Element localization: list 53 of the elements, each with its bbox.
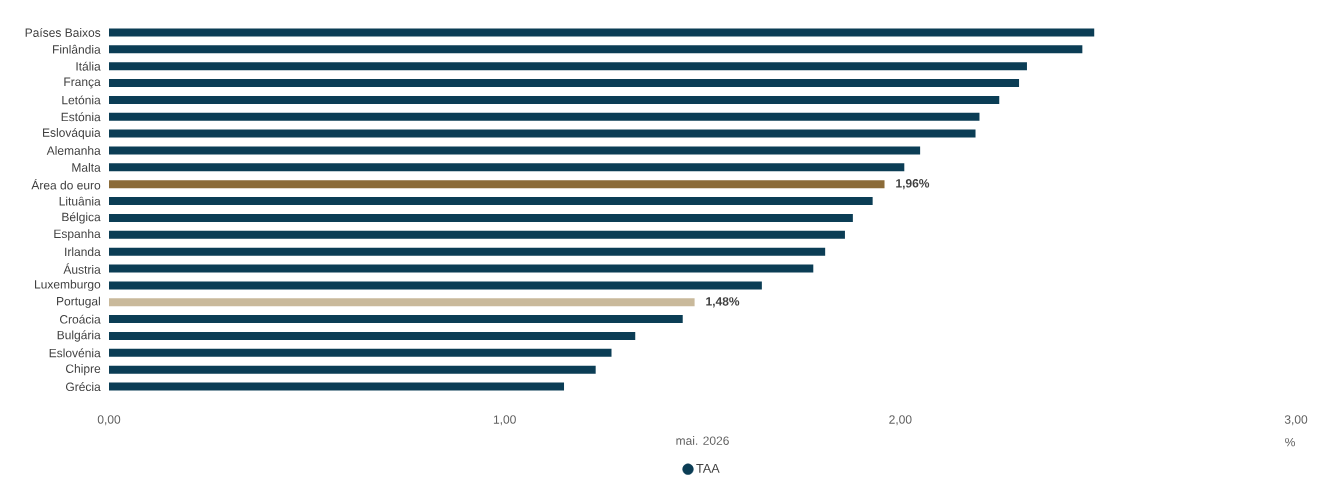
y-tick-label: Bélgica bbox=[62, 212, 101, 224]
bar bbox=[109, 62, 1027, 71]
y-tick-label: Lituânia bbox=[59, 196, 101, 206]
bar bbox=[109, 95, 1000, 104]
y-tick-label: Eslovénia bbox=[49, 348, 101, 358]
bar bbox=[109, 45, 1083, 54]
y-tick-label: Países Baixos bbox=[25, 27, 101, 37]
bar bbox=[109, 180, 885, 189]
bar bbox=[109, 298, 695, 307]
y-tick-label: Itália bbox=[76, 61, 101, 71]
x-tick-label: 1,00 bbox=[493, 415, 516, 426]
y-tick-label: Bulgária bbox=[57, 330, 101, 342]
bar bbox=[109, 348, 612, 357]
y-tick-label: Estónia bbox=[61, 112, 101, 122]
bar bbox=[109, 112, 980, 121]
y-tick-label: Portugal bbox=[57, 296, 100, 308]
data-label: 1,96% bbox=[896, 179, 930, 190]
bar bbox=[109, 331, 636, 340]
bar bbox=[109, 281, 762, 290]
text: % bbox=[1285, 437, 1295, 447]
y-tick-label: Croácia bbox=[59, 314, 101, 324]
bar bbox=[109, 382, 565, 391]
y-tick-label: Luxemburgo bbox=[35, 279, 101, 291]
y-tick-label: Alemanha bbox=[46, 146, 101, 155]
bar bbox=[109, 247, 826, 256]
y-tick-label: Eslováquia bbox=[43, 127, 101, 140]
x-axis-title: mai. 2026 bbox=[676, 436, 729, 445]
y-tick-label: Irlanda bbox=[65, 247, 101, 257]
x-tick-label: 0,00 bbox=[97, 415, 121, 426]
x-tick-label: 2,00 bbox=[889, 415, 912, 426]
bar bbox=[109, 163, 905, 172]
bar bbox=[109, 129, 976, 138]
bar bbox=[109, 365, 596, 374]
y-tick-label: Finlândia bbox=[53, 44, 101, 54]
y-tick-label: Malta bbox=[72, 162, 101, 172]
bar bbox=[109, 146, 921, 155]
bar bbox=[109, 213, 853, 222]
bar bbox=[109, 79, 1020, 88]
bar bbox=[109, 315, 683, 324]
bar bbox=[109, 264, 814, 273]
bar bbox=[109, 230, 845, 239]
y-tick-label: Área do euro bbox=[31, 178, 101, 190]
x-tick-label: 3,00 bbox=[1284, 415, 1308, 426]
legend-label: TAA bbox=[696, 463, 720, 473]
y-tick-label: Chipre bbox=[65, 364, 101, 376]
y-tick-label: Espanha bbox=[54, 229, 101, 241]
y-tick-label: Letónia bbox=[62, 95, 101, 105]
data-label: 1,48% bbox=[706, 297, 740, 308]
y-tick-label: França bbox=[64, 77, 101, 89]
y-tick-label: Áustria bbox=[63, 263, 101, 274]
bar bbox=[109, 197, 873, 206]
bar bbox=[109, 28, 1095, 37]
y-tick-label: Grécia bbox=[66, 382, 101, 392]
